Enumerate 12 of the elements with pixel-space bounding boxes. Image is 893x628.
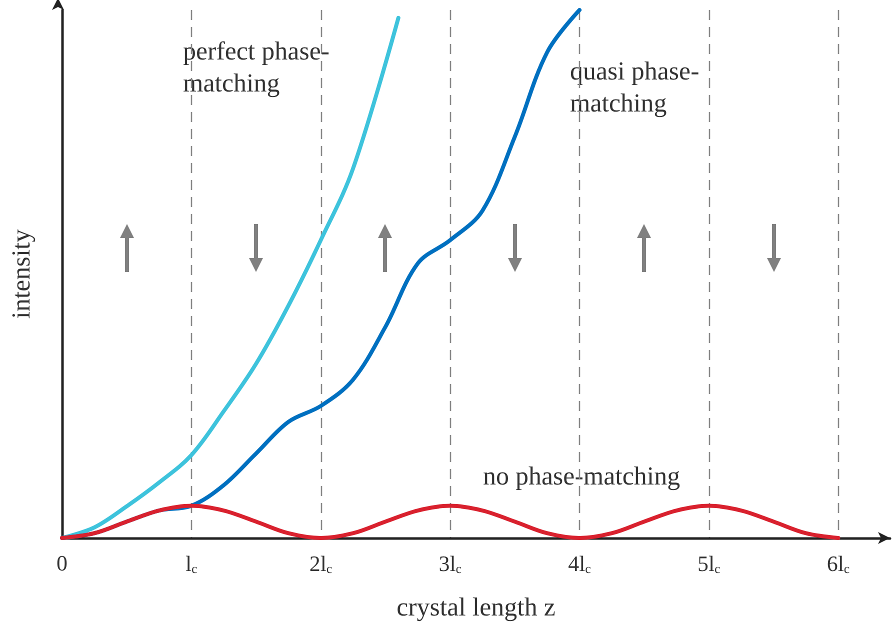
x-tick-label: 6lc [826, 551, 850, 576]
series-label: perfect phase-matching [183, 36, 330, 98]
x-axis-title: crystal length z [396, 592, 556, 622]
x-tick-label: lc [185, 551, 198, 576]
x-tick-label: 3lc [438, 551, 462, 576]
x-tick-label: 5lc [697, 551, 721, 576]
series-label: no phase-matching [483, 462, 680, 490]
y-axis-title: intensity [6, 229, 36, 319]
x-tick-label: 0 [56, 550, 68, 576]
series-label: quasi phase-matching [570, 56, 700, 118]
x-tick-label: 2lc [309, 551, 332, 576]
x-tick-label: 4lc [568, 551, 592, 576]
